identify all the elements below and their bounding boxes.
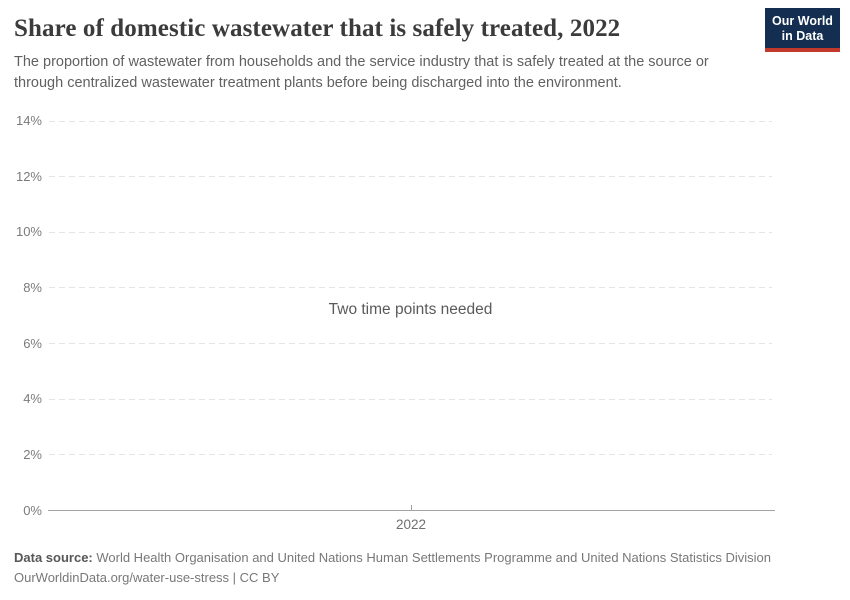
y-tick-label: 8% — [23, 279, 42, 295]
y-tick-label: 6% — [23, 335, 42, 351]
y-tick-label: 0% — [23, 502, 42, 518]
empty-chart-message: Two time points needed — [328, 301, 493, 318]
x-axis-tick-label: 2022 — [395, 517, 427, 532]
y-tick-label: 2% — [23, 446, 42, 462]
chart-footer: Data source: World Health Organisation a… — [14, 548, 834, 588]
y-tick-label: 10% — [15, 224, 42, 240]
chart-subtitle: The proportion of wastewater from househ… — [14, 54, 709, 91]
chart-title: Share of domestic wastewater that is saf… — [14, 15, 621, 42]
x-axis-line — [48, 510, 775, 511]
y-gridline — [49, 398, 772, 400]
y-tick-label: 14% — [15, 113, 42, 128]
y-gridline — [49, 231, 772, 233]
y-gridline — [49, 287, 772, 289]
y-tick-label: 4% — [23, 391, 42, 407]
data-source-text: World Health Organisation and United Nat… — [92, 550, 771, 565]
owid-logo-line2: in Data — [781, 29, 824, 43]
y-gridline — [49, 343, 772, 345]
y-gridline — [49, 176, 772, 178]
y-tick-label: 12% — [15, 168, 42, 184]
owid-logo-line1: Our World — [772, 14, 833, 28]
x-axis-tick-mark — [411, 505, 412, 511]
citation-text: OurWorldinData.org/water-use-stress | CC… — [14, 570, 280, 585]
y-gridline — [49, 120, 772, 122]
y-gridline — [49, 454, 772, 456]
data-source-label: Data source: — [14, 550, 93, 565]
owid-logo: Our World in Data — [765, 8, 840, 52]
